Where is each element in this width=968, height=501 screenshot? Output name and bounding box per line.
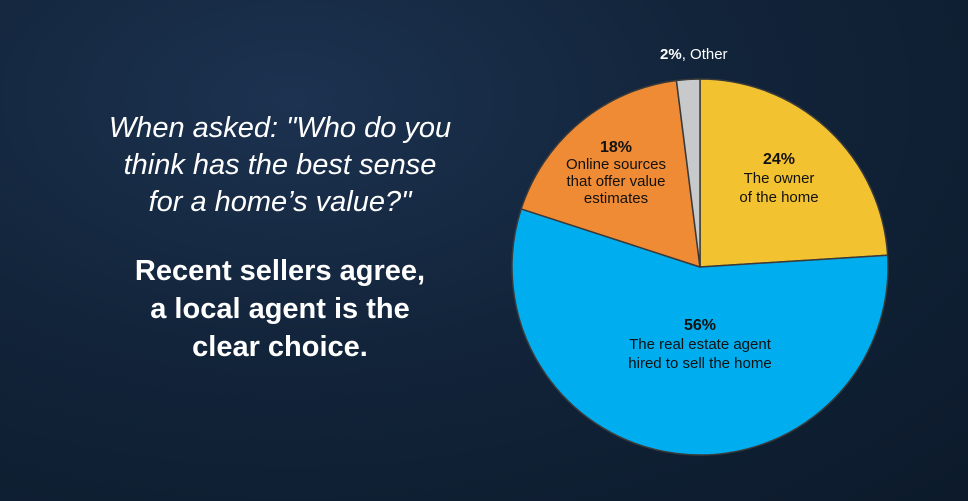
pie-slice-agent	[511, 208, 889, 456]
survey-question: When asked: "Who do you think has the be…	[60, 110, 500, 221]
slice-name-other: Other	[690, 46, 728, 63]
pie-slice-online	[520, 79, 701, 268]
slice-pct-other: 2%	[660, 46, 682, 63]
slice-label-online: estimates	[584, 190, 648, 207]
pie-labels: 24% The owner of the home 56% The real estat…	[566, 46, 819, 372]
slice-label-online: that offer value	[567, 173, 666, 190]
pie-slices	[511, 78, 889, 456]
question-line: When asked: "Who do you	[108, 112, 452, 144]
slice-label-other: 2%, Other	[660, 46, 728, 63]
slice-separator-other: ,	[682, 46, 690, 63]
conclusion-line: a local agent is the	[150, 293, 410, 325]
slice-pct-online: 18%	[600, 139, 632, 156]
pie-slice-owner	[699, 78, 889, 268]
conclusion-line: clear choice.	[192, 331, 368, 363]
headline-panel: When asked: "Who do you think has the be…	[60, 110, 500, 366]
question-line: for a home’s value?"	[148, 186, 412, 218]
slice-label-owner: The owner	[744, 170, 815, 187]
conclusion-statement: Recent sellers agree, a local agent is t…	[60, 252, 500, 366]
slice-label-owner: of the home	[739, 189, 818, 206]
pie-slice-other	[675, 78, 701, 268]
slice-pct-owner: 24%	[763, 151, 795, 168]
slice-label-online: Online sources	[566, 156, 666, 173]
slice-pct-agent: 56%	[684, 317, 716, 334]
slice-label-agent: The real estate agent	[629, 336, 772, 353]
conclusion-line: Recent sellers agree,	[134, 255, 426, 287]
question-line: think has the best sense	[123, 149, 437, 181]
slice-label-agent: hired to sell the home	[628, 355, 771, 372]
